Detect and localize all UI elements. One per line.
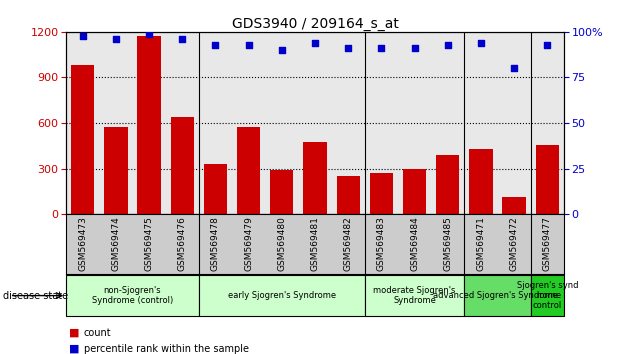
Bar	[304, 142, 326, 214]
Text: GSM569483: GSM569483	[377, 216, 386, 271]
FancyBboxPatch shape	[530, 275, 564, 316]
FancyBboxPatch shape	[365, 275, 464, 316]
Bar	[536, 145, 559, 214]
Text: count: count	[84, 328, 112, 338]
Text: GSM569484: GSM569484	[410, 216, 419, 271]
Point	[144, 31, 154, 36]
Text: advanced Sjogren's Syndrome: advanced Sjogren's Syndrome	[433, 291, 561, 300]
Text: ■: ■	[69, 344, 80, 354]
Point	[177, 36, 187, 42]
Bar	[105, 127, 127, 214]
Text: GSM569473: GSM569473	[78, 216, 87, 271]
Point	[410, 45, 420, 51]
Bar	[436, 155, 459, 214]
Text: GSM569474: GSM569474	[112, 216, 120, 271]
Bar	[71, 65, 94, 214]
Point	[509, 65, 519, 71]
Text: early Sjogren's Syndrome: early Sjogren's Syndrome	[228, 291, 336, 300]
Text: GSM569471: GSM569471	[476, 216, 485, 271]
Bar	[370, 173, 393, 214]
Bar	[469, 149, 493, 214]
Point	[77, 33, 88, 38]
Point	[111, 36, 121, 42]
Text: GSM569485: GSM569485	[444, 216, 452, 271]
Text: GSM569481: GSM569481	[311, 216, 319, 271]
Point	[210, 42, 220, 47]
Point	[244, 42, 254, 47]
Bar	[503, 197, 525, 214]
Point	[277, 47, 287, 53]
Point	[443, 42, 453, 47]
Point	[343, 45, 353, 51]
Point	[310, 40, 320, 46]
Bar	[171, 117, 194, 214]
Text: Sjogren's synd
rome
control: Sjogren's synd rome control	[517, 281, 578, 310]
Bar	[336, 176, 360, 214]
Text: ■: ■	[69, 328, 80, 338]
Text: percentile rank within the sample: percentile rank within the sample	[84, 344, 249, 354]
Text: GSM569476: GSM569476	[178, 216, 186, 271]
FancyBboxPatch shape	[464, 275, 530, 316]
Text: non-Sjogren's
Syndrome (control): non-Sjogren's Syndrome (control)	[92, 286, 173, 305]
Bar	[403, 169, 426, 214]
FancyBboxPatch shape	[199, 275, 365, 316]
Bar	[204, 164, 227, 214]
Text: GSM569482: GSM569482	[344, 216, 353, 271]
Bar	[237, 127, 260, 214]
Text: GSM569475: GSM569475	[145, 216, 154, 271]
FancyBboxPatch shape	[66, 275, 199, 316]
Text: GSM569478: GSM569478	[211, 216, 220, 271]
Bar	[270, 170, 294, 214]
Text: GSM569472: GSM569472	[510, 216, 518, 271]
Text: GSM569479: GSM569479	[244, 216, 253, 271]
Title: GDS3940 / 209164_s_at: GDS3940 / 209164_s_at	[232, 17, 398, 31]
Text: moderate Sjogren's
Syndrome: moderate Sjogren's Syndrome	[374, 286, 455, 305]
Text: GSM569477: GSM569477	[543, 216, 552, 271]
Point	[542, 42, 553, 47]
Bar	[137, 36, 161, 214]
Point	[476, 40, 486, 46]
Point	[376, 45, 386, 51]
Text: disease state: disease state	[3, 291, 68, 301]
Text: GSM569480: GSM569480	[277, 216, 286, 271]
